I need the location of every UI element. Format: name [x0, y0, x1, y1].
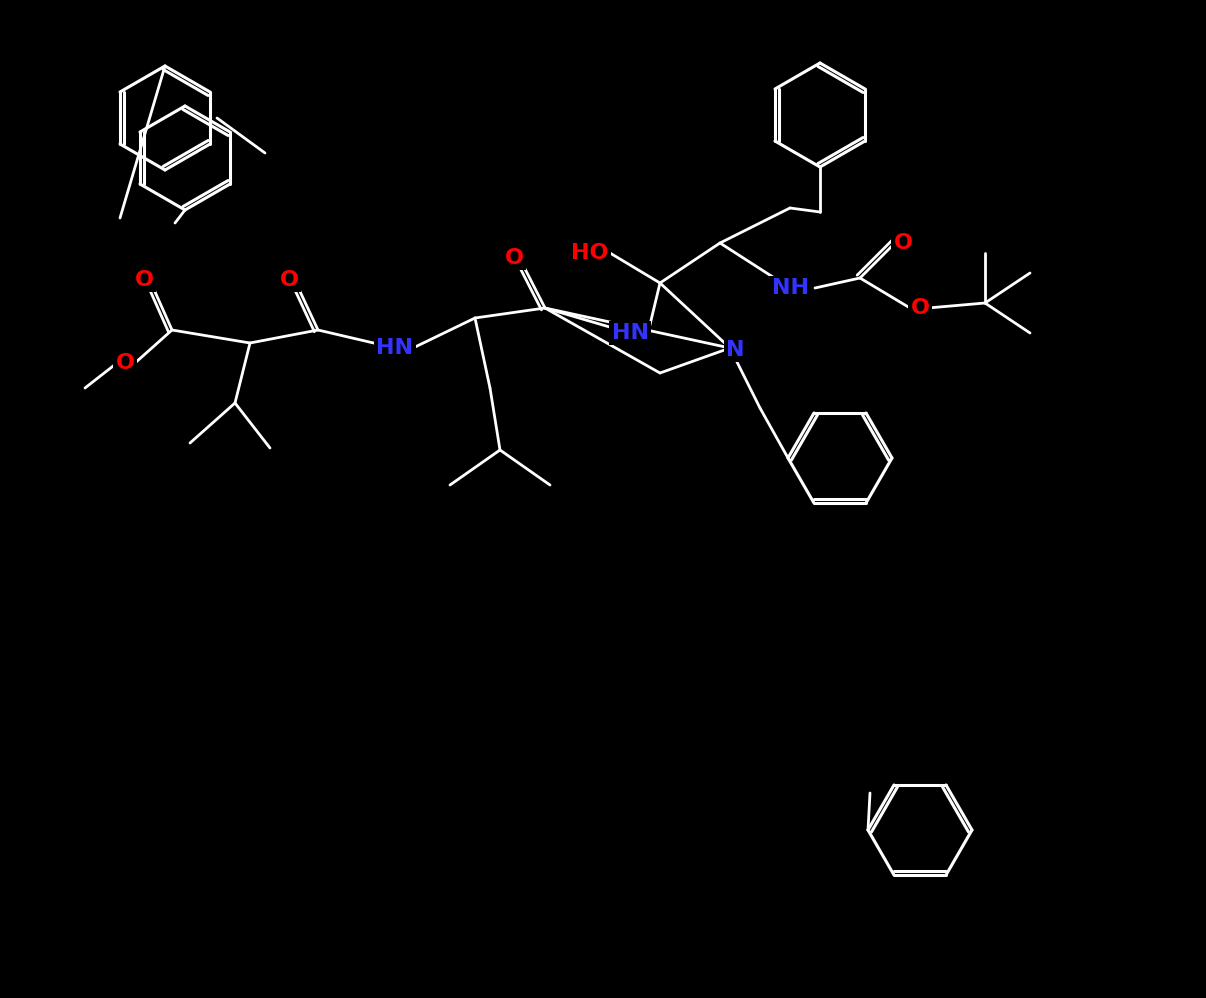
Text: O: O — [911, 298, 930, 318]
Text: N: N — [726, 340, 744, 360]
Text: NH: NH — [772, 278, 808, 298]
Text: O: O — [116, 353, 135, 373]
Text: O: O — [135, 270, 153, 290]
Text: HO: HO — [572, 243, 609, 263]
Text: O: O — [894, 233, 913, 253]
Text: O: O — [504, 248, 523, 268]
Text: O: O — [280, 270, 299, 290]
Text: HN: HN — [376, 338, 414, 358]
Text: HN: HN — [611, 323, 649, 343]
